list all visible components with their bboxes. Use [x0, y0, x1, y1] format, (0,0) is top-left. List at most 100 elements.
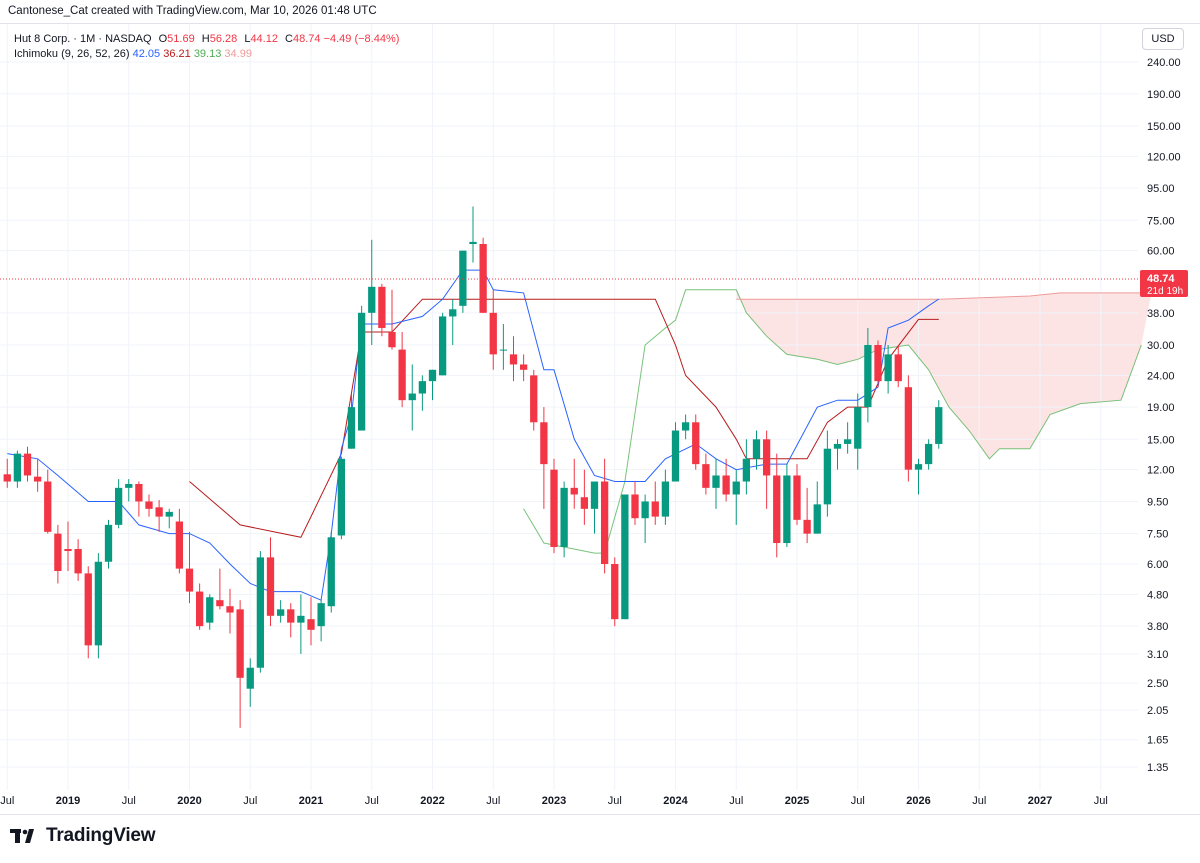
- candle-body: [550, 469, 558, 547]
- candle: [833, 439, 842, 470]
- candle-body: [904, 387, 913, 470]
- candle-body: [195, 591, 204, 627]
- candle-body: [13, 453, 22, 482]
- candle-body: [428, 369, 437, 382]
- candle-body: [651, 501, 659, 517]
- brand-name: TradingView: [46, 825, 156, 846]
- candle-body: [752, 439, 761, 459]
- candle-body: [226, 606, 234, 613]
- tradingview-brand[interactable]: TradingView: [10, 825, 156, 847]
- candle: [317, 600, 325, 642]
- last-price-badge-bg: [1140, 269, 1188, 297]
- candle: [843, 422, 852, 454]
- candle-body: [175, 521, 184, 569]
- x-tick-label: 2024: [663, 795, 688, 807]
- x-tick-label: Jul: [365, 795, 379, 807]
- candle-body: [125, 484, 133, 488]
- candle: [388, 289, 396, 350]
- candle-body: [509, 354, 518, 365]
- candle-body: [347, 407, 356, 449]
- candle: [773, 453, 781, 558]
- bar-countdown: 21d 19h: [1147, 286, 1183, 297]
- candle-body: [206, 597, 214, 623]
- candle-body: [357, 312, 366, 431]
- x-tick-label: 2019: [56, 795, 80, 807]
- y-tick-label: 30.00: [1147, 340, 1175, 352]
- candle-body: [398, 349, 406, 401]
- candle: [266, 537, 275, 627]
- candle: [438, 312, 447, 376]
- candle-body: [519, 364, 528, 370]
- candle-body: [722, 475, 730, 495]
- candle-body: [692, 422, 700, 465]
- candle-body: [611, 564, 619, 620]
- y-tick-label: 95.00: [1147, 183, 1175, 195]
- candle-body: [499, 349, 508, 351]
- candle: [114, 479, 123, 529]
- x-tick-label: Jul: [729, 795, 743, 807]
- candle-body: [813, 504, 821, 534]
- candle: [935, 400, 943, 449]
- candle: [519, 354, 528, 382]
- candle: [499, 324, 508, 370]
- x-tick-label: 2020: [177, 795, 201, 807]
- candle-body: [874, 344, 882, 382]
- y-tick-label: 15.00: [1147, 434, 1175, 446]
- candle: [276, 600, 285, 623]
- candle: [752, 430, 761, 470]
- candle: [560, 481, 568, 558]
- candle: [428, 369, 437, 401]
- candle: [125, 479, 133, 502]
- currency-button[interactable]: USD: [1142, 28, 1184, 50]
- candle-body: [408, 393, 416, 401]
- candle: [337, 456, 346, 540]
- candle: [195, 583, 204, 630]
- x-tick-label: Jul: [972, 795, 986, 807]
- candle: [813, 481, 821, 534]
- indicator-name[interactable]: Ichimoku (9, 26, 52, 26): [14, 48, 130, 60]
- candle: [236, 600, 244, 728]
- candle-body: [256, 557, 265, 668]
- candle: [702, 453, 710, 495]
- candle: [378, 283, 386, 337]
- candle-body: [165, 511, 173, 517]
- high-value: 56.28: [209, 33, 238, 45]
- candle: [580, 469, 589, 525]
- candle: [823, 430, 832, 517]
- y-tick-label: 1.35: [1147, 762, 1168, 774]
- candle-body: [3, 474, 11, 482]
- symbol-name[interactable]: Hut 8 Corp. · 1M · NASDAQ: [14, 33, 152, 45]
- candle-body: [590, 481, 599, 509]
- y-tick-label: 24.00: [1147, 370, 1175, 382]
- y-tick-label: 7.50: [1147, 529, 1168, 541]
- candles-layer: [3, 206, 943, 728]
- y-tick-label: 12.00: [1147, 465, 1175, 477]
- leading-span-a-line: [523, 289, 1142, 554]
- y-tick-label: 6.00: [1147, 559, 1168, 571]
- close-label: C: [285, 33, 293, 45]
- y-tick-label: 240.00: [1147, 57, 1181, 69]
- candle-body: [236, 609, 244, 678]
- candle-body: [438, 316, 447, 376]
- candle: [874, 340, 882, 388]
- candle-body: [307, 619, 315, 630]
- y-tick-label: 1.65: [1147, 735, 1168, 747]
- candle-body: [388, 332, 396, 348]
- candle: [894, 344, 902, 388]
- candle-body: [843, 439, 852, 444]
- candle-body: [793, 475, 801, 520]
- candle-body: [935, 407, 943, 444]
- candle: [681, 414, 690, 440]
- candle: [347, 393, 356, 449]
- candle: [671, 422, 680, 482]
- candle: [418, 375, 427, 411]
- chart-frame: [0, 23, 1200, 815]
- candle-body: [884, 354, 892, 382]
- candle-body: [641, 501, 649, 519]
- y-tick-label: 120.00: [1147, 151, 1181, 163]
- candle-body: [317, 603, 325, 627]
- candle: [104, 519, 113, 569]
- candle: [368, 239, 376, 345]
